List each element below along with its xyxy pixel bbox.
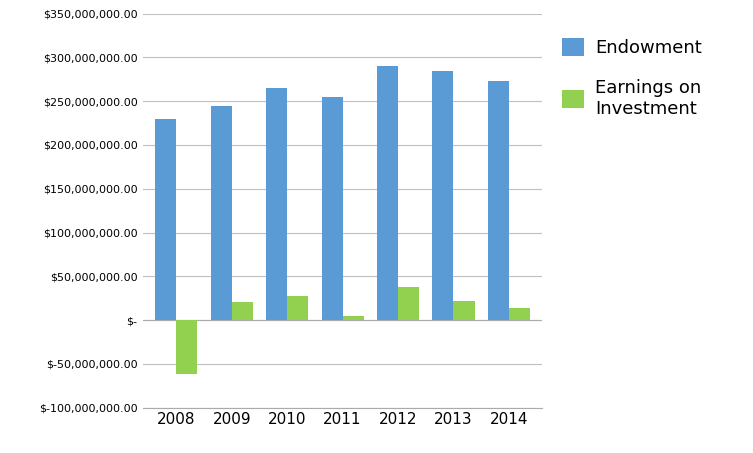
Bar: [266, 88, 287, 320]
Bar: [211, 106, 232, 320]
Bar: [488, 81, 509, 320]
Bar: [509, 308, 530, 320]
Bar: [377, 66, 398, 320]
Bar: [155, 119, 176, 320]
Bar: [432, 72, 453, 320]
Bar: [232, 302, 253, 320]
Bar: [398, 287, 419, 320]
Bar: [176, 320, 197, 375]
Bar: [322, 97, 343, 320]
Bar: [287, 296, 308, 320]
Legend: Endowment, Earnings on
Investment: Endowment, Earnings on Investment: [555, 30, 709, 125]
Bar: [343, 316, 364, 320]
Bar: [453, 301, 474, 320]
